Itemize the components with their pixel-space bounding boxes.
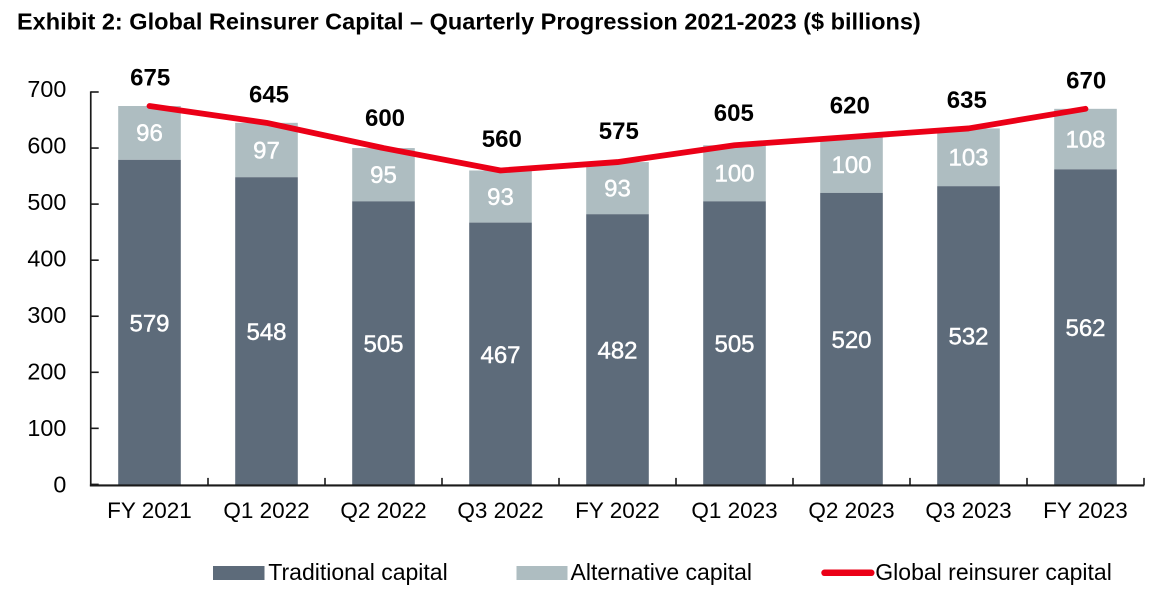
svg-text:700: 700 bbox=[27, 76, 66, 102]
svg-text:Alternative capital: Alternative capital bbox=[571, 559, 753, 585]
svg-text:96: 96 bbox=[136, 120, 163, 147]
svg-text:Q1 2023: Q1 2023 bbox=[691, 498, 777, 523]
svg-text:FY 2021: FY 2021 bbox=[107, 498, 192, 523]
svg-text:500: 500 bbox=[27, 189, 66, 215]
svg-text:Q1 2022: Q1 2022 bbox=[223, 498, 309, 523]
svg-text:Q3 2022: Q3 2022 bbox=[457, 498, 543, 523]
svg-text:600: 600 bbox=[27, 133, 66, 159]
svg-text:562: 562 bbox=[1065, 315, 1105, 342]
svg-text:Traditional capital: Traditional capital bbox=[268, 559, 447, 585]
svg-text:400: 400 bbox=[27, 246, 66, 272]
svg-text:670: 670 bbox=[1066, 67, 1106, 94]
svg-text:95: 95 bbox=[370, 162, 397, 189]
svg-text:FY 2022: FY 2022 bbox=[575, 498, 660, 523]
svg-text:FY 2023: FY 2023 bbox=[1043, 498, 1128, 523]
svg-text:93: 93 bbox=[604, 175, 631, 202]
svg-text:200: 200 bbox=[27, 359, 66, 385]
svg-text:103: 103 bbox=[948, 145, 988, 172]
svg-text:560: 560 bbox=[482, 126, 522, 153]
svg-text:645: 645 bbox=[249, 82, 289, 109]
svg-text:505: 505 bbox=[363, 331, 403, 358]
svg-text:532: 532 bbox=[948, 324, 988, 351]
svg-text:0: 0 bbox=[53, 472, 66, 498]
svg-text:300: 300 bbox=[27, 302, 66, 328]
svg-text:675: 675 bbox=[130, 64, 170, 91]
svg-text:548: 548 bbox=[246, 319, 286, 346]
svg-text:93: 93 bbox=[487, 184, 514, 211]
svg-text:Q2 2023: Q2 2023 bbox=[808, 498, 894, 523]
svg-text:108: 108 bbox=[1065, 126, 1105, 153]
svg-text:579: 579 bbox=[129, 310, 169, 337]
svg-text:600: 600 bbox=[365, 105, 405, 132]
svg-text:Global reinsurer capital: Global reinsurer capital bbox=[875, 559, 1112, 585]
svg-text:100: 100 bbox=[714, 161, 754, 188]
svg-text:467: 467 bbox=[480, 342, 520, 369]
svg-text:97: 97 bbox=[253, 137, 280, 164]
svg-text:Q3 2023: Q3 2023 bbox=[925, 498, 1011, 523]
svg-text:Exhibit 2: Global Reinsurer Ca: Exhibit 2: Global Reinsurer Capital – Qu… bbox=[17, 9, 921, 35]
svg-text:505: 505 bbox=[714, 331, 754, 358]
svg-text:100: 100 bbox=[27, 415, 66, 441]
svg-text:620: 620 bbox=[830, 93, 870, 120]
svg-text:520: 520 bbox=[831, 327, 871, 354]
svg-text:Q2 2022: Q2 2022 bbox=[340, 498, 426, 523]
svg-text:100: 100 bbox=[831, 152, 871, 179]
svg-text:482: 482 bbox=[597, 338, 637, 365]
svg-text:605: 605 bbox=[714, 100, 754, 127]
svg-text:635: 635 bbox=[947, 87, 987, 114]
svg-text:575: 575 bbox=[599, 118, 639, 145]
